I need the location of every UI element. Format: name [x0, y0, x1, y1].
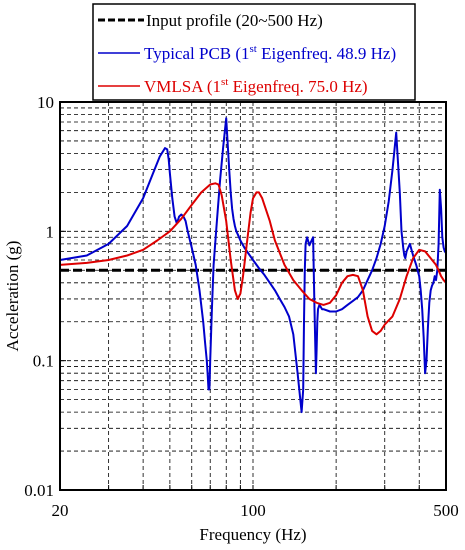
series-line-typical-pcb: [59, 117, 447, 414]
legend-label-typical-pcb-pre: Typical PCB (1: [144, 44, 250, 63]
y-axis-label: Acceleration (g): [3, 241, 22, 352]
legend-label-typical-pcb-sup: st: [250, 43, 257, 55]
legend-label-vmlsa: VMLSA (1st Eigenfreq. 75.0 Hz): [144, 76, 368, 96]
ticks: [60, 101, 420, 491]
x-tick-label: 20: [52, 501, 69, 520]
tick-labels: 20 100 500 0.01 0.1 1 10: [24, 93, 459, 520]
legend: Input profile (20~500 Hz) Typical PCB (1…: [92, 3, 416, 101]
legend-label-typical-pcb: Typical PCB (1st Eigenfreq. 48.9 Hz): [144, 43, 396, 63]
y-tick-label: 0.01: [24, 481, 54, 500]
x-tick-label: 500: [433, 501, 459, 520]
x-axis-label: Frequency (Hz): [199, 525, 306, 544]
legend-label-vmlsa-post: Eigenfreq. 75.0 Hz): [228, 77, 367, 96]
x-tick-label: 100: [240, 501, 266, 520]
legend-label-input-profile: Input profile (20~500 Hz): [146, 11, 323, 30]
legend-label-vmlsa-pre: VMLSA (1: [144, 77, 221, 96]
legend-box: [92, 3, 416, 101]
legend-label-vmlsa-sup: st: [221, 76, 228, 88]
series-layer: [59, 117, 447, 414]
grid: [60, 102, 446, 490]
series-line-vmlsa: [59, 182, 447, 336]
y-tick-label: 1: [46, 222, 55, 241]
y-tick-label: 10: [37, 93, 54, 112]
y-tick-label: 0.1: [33, 352, 54, 371]
legend-label-typical-pcb-post: Eigenfreq. 48.9 Hz): [257, 44, 396, 63]
